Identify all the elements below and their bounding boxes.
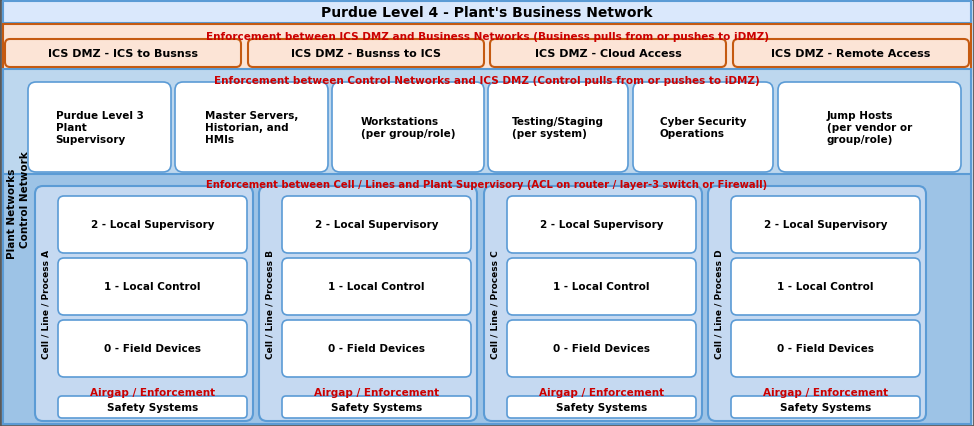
Text: Safety Systems: Safety Systems bbox=[331, 402, 422, 412]
Text: Jump Hosts
(per vendor or
group/role): Jump Hosts (per vendor or group/role) bbox=[827, 111, 912, 144]
Text: Safety Systems: Safety Systems bbox=[780, 402, 871, 412]
Text: Airgap / Enforcement: Airgap / Enforcement bbox=[539, 387, 664, 397]
FancyBboxPatch shape bbox=[58, 259, 247, 315]
FancyBboxPatch shape bbox=[332, 83, 484, 173]
Text: Enforcement between ICS DMZ and Business Networks (Business pulls from or pushes: Enforcement between ICS DMZ and Business… bbox=[206, 32, 768, 42]
Text: 0 - Field Devices: 0 - Field Devices bbox=[553, 344, 650, 354]
FancyBboxPatch shape bbox=[5, 40, 241, 68]
Text: ICS DMZ - Busnss to ICS: ICS DMZ - Busnss to ICS bbox=[291, 49, 441, 59]
FancyBboxPatch shape bbox=[58, 196, 247, 253]
Text: 1 - Local Control: 1 - Local Control bbox=[553, 282, 650, 292]
Text: ICS DMZ - Cloud Access: ICS DMZ - Cloud Access bbox=[535, 49, 682, 59]
Text: Plant Networks: Plant Networks bbox=[7, 168, 17, 258]
Text: Airgap / Enforcement: Airgap / Enforcement bbox=[314, 387, 439, 397]
FancyBboxPatch shape bbox=[58, 396, 247, 418]
Text: 1 - Local Control: 1 - Local Control bbox=[328, 282, 425, 292]
FancyBboxPatch shape bbox=[507, 396, 696, 418]
Bar bbox=[3, 175, 971, 424]
FancyBboxPatch shape bbox=[490, 40, 726, 68]
Text: Safety Systems: Safety Systems bbox=[556, 402, 647, 412]
Text: Cell / Line / Process B: Cell / Line / Process B bbox=[266, 249, 275, 358]
FancyBboxPatch shape bbox=[488, 83, 628, 173]
Text: 1 - Local Control: 1 - Local Control bbox=[104, 282, 201, 292]
FancyBboxPatch shape bbox=[282, 259, 471, 315]
Text: Cell / Line / Process C: Cell / Line / Process C bbox=[491, 250, 500, 358]
FancyBboxPatch shape bbox=[708, 187, 926, 421]
FancyBboxPatch shape bbox=[282, 320, 471, 377]
FancyBboxPatch shape bbox=[259, 187, 477, 421]
Bar bbox=[3, 2, 971, 24]
Text: Safety Systems: Safety Systems bbox=[107, 402, 198, 412]
Text: ICS DMZ - Remote Access: ICS DMZ - Remote Access bbox=[771, 49, 931, 59]
Text: Control Network: Control Network bbox=[20, 151, 30, 248]
FancyBboxPatch shape bbox=[35, 187, 253, 421]
FancyBboxPatch shape bbox=[731, 196, 920, 253]
Text: Testing/Staging
(per system): Testing/Staging (per system) bbox=[512, 117, 604, 138]
Text: 2 - Local Supervisory: 2 - Local Supervisory bbox=[764, 220, 887, 230]
Text: Purdue Level 3
Plant
Supervisory: Purdue Level 3 Plant Supervisory bbox=[56, 111, 143, 144]
Text: Airgap / Enforcement: Airgap / Enforcement bbox=[90, 387, 215, 397]
Text: Airgap / Enforcement: Airgap / Enforcement bbox=[763, 387, 888, 397]
FancyBboxPatch shape bbox=[731, 259, 920, 315]
FancyBboxPatch shape bbox=[507, 320, 696, 377]
FancyBboxPatch shape bbox=[733, 40, 969, 68]
FancyBboxPatch shape bbox=[731, 320, 920, 377]
Bar bbox=[3, 70, 971, 181]
FancyBboxPatch shape bbox=[507, 259, 696, 315]
Text: 2 - Local Supervisory: 2 - Local Supervisory bbox=[540, 220, 663, 230]
FancyBboxPatch shape bbox=[58, 320, 247, 377]
Text: Master Servers,
Historian, and
HMIs: Master Servers, Historian, and HMIs bbox=[205, 111, 298, 144]
Bar bbox=[3, 25, 971, 77]
FancyBboxPatch shape bbox=[175, 83, 328, 173]
FancyBboxPatch shape bbox=[633, 83, 773, 173]
FancyBboxPatch shape bbox=[248, 40, 484, 68]
Text: Purdue Level 4 - Plant's Business Network: Purdue Level 4 - Plant's Business Networ… bbox=[321, 6, 653, 20]
Text: 2 - Local Supervisory: 2 - Local Supervisory bbox=[315, 220, 438, 230]
Text: 0 - Field Devices: 0 - Field Devices bbox=[104, 344, 201, 354]
FancyBboxPatch shape bbox=[28, 83, 171, 173]
Text: Enforcement between Control Networks and ICS DMZ (Control pulls from or pushes t: Enforcement between Control Networks and… bbox=[214, 76, 760, 86]
FancyBboxPatch shape bbox=[484, 187, 702, 421]
Text: 0 - Field Devices: 0 - Field Devices bbox=[328, 344, 425, 354]
Text: 2 - Local Supervisory: 2 - Local Supervisory bbox=[91, 220, 214, 230]
Text: 0 - Field Devices: 0 - Field Devices bbox=[777, 344, 874, 354]
FancyBboxPatch shape bbox=[282, 196, 471, 253]
Text: Cell / Line / Process A: Cell / Line / Process A bbox=[42, 249, 51, 358]
Text: Cell / Line / Process D: Cell / Line / Process D bbox=[715, 249, 724, 358]
FancyBboxPatch shape bbox=[507, 196, 696, 253]
Text: ICS DMZ - ICS to Busnss: ICS DMZ - ICS to Busnss bbox=[48, 49, 198, 59]
Text: Workstations
(per group/role): Workstations (per group/role) bbox=[360, 117, 455, 138]
FancyBboxPatch shape bbox=[731, 396, 920, 418]
FancyBboxPatch shape bbox=[282, 396, 471, 418]
Text: 1 - Local Control: 1 - Local Control bbox=[777, 282, 874, 292]
FancyBboxPatch shape bbox=[778, 83, 961, 173]
Text: Cyber Security
Operations: Cyber Security Operations bbox=[659, 117, 746, 138]
Text: Enforcement between Cell / Lines and Plant Supervisory (ACL on router / layer-3 : Enforcement between Cell / Lines and Pla… bbox=[206, 180, 768, 190]
